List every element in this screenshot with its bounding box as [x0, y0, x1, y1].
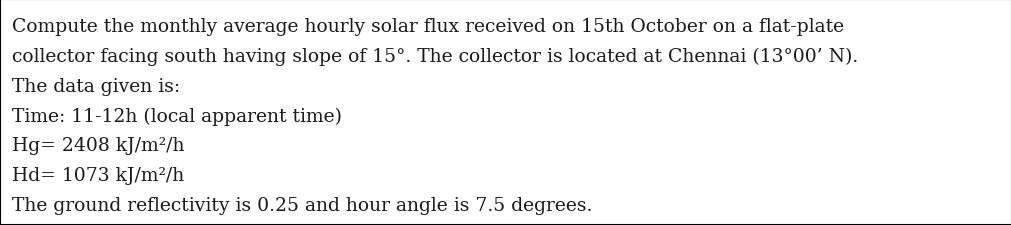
- Text: Hd= 1073 kJ/m²/h: Hd= 1073 kJ/m²/h: [12, 166, 184, 184]
- Text: Hg= 2408 kJ/m²/h: Hg= 2408 kJ/m²/h: [12, 137, 184, 155]
- Text: collector facing south having slope of 15°. The collector is located at Chennai : collector facing south having slope of 1…: [12, 48, 857, 66]
- Text: Time: 11-12h (local apparent time): Time: 11-12h (local apparent time): [12, 107, 342, 125]
- Text: Compute the monthly average hourly solar flux received on 15th October on a flat: Compute the monthly average hourly solar…: [12, 18, 843, 36]
- Text: The ground reflectivity is 0.25 and hour angle is 7.5 degrees.: The ground reflectivity is 0.25 and hour…: [12, 196, 591, 214]
- Text: The data given is:: The data given is:: [12, 77, 180, 95]
